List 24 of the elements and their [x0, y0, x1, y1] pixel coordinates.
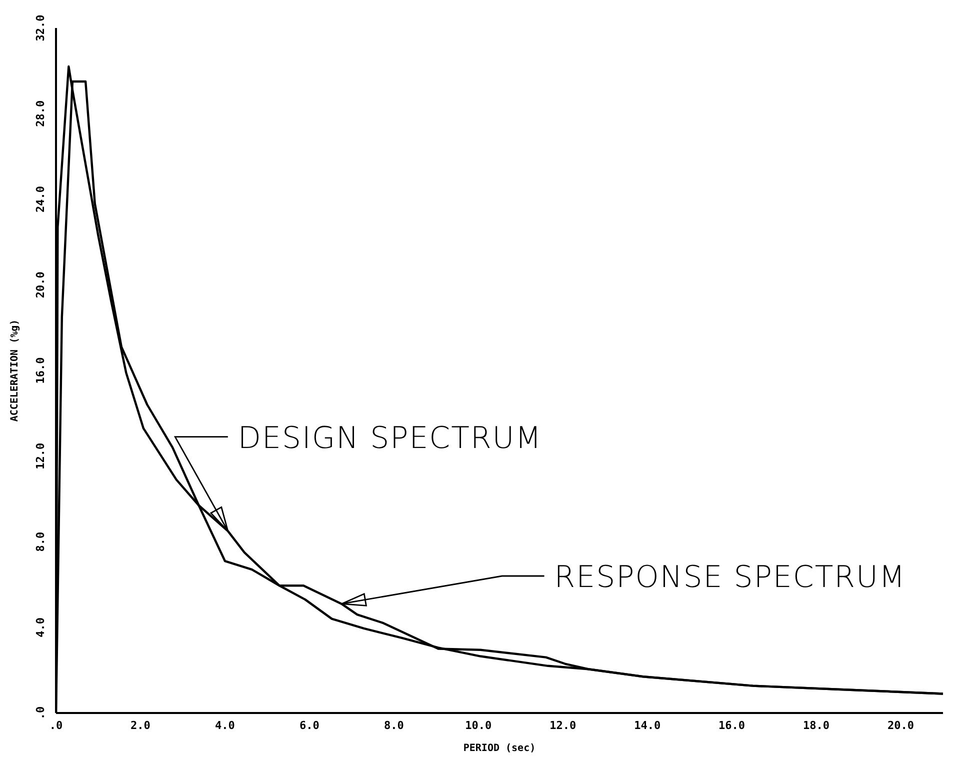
annotation: RESPONSE SPECTRUM	[554, 560, 906, 595]
y-tick-label: 24.0	[34, 186, 47, 212]
y-tick-label: 4.0	[34, 617, 47, 638]
x-tick-label: 8.0	[384, 718, 404, 732]
annotation: DESIGN SPECTRUM	[238, 420, 542, 456]
x-tick-label: 12.0	[550, 718, 576, 732]
y-tick-label: 28.0	[34, 100, 47, 127]
x-tick-label: 2.0	[130, 718, 150, 732]
x-tick-label: 14.0	[634, 718, 661, 732]
y-tick-label: 20.0	[34, 272, 47, 298]
x-tick-label: 18.0	[803, 718, 830, 732]
x-tick-label: 20.0	[888, 718, 914, 732]
y-axis-title: ACCELERATION (%g)	[10, 319, 21, 422]
y-tick-label: 12.0	[34, 442, 47, 470]
x-axis-title: PERIOD (sec)	[463, 743, 536, 754]
y-tick-label: 32.0	[34, 14, 47, 42]
y-tick-label: 16.0	[34, 357, 47, 384]
x-tick-label: 16.0	[718, 718, 746, 732]
y-tick-label: .0	[34, 706, 47, 720]
x-tick-label: .0	[49, 718, 63, 732]
x-tick-label: 10.0	[465, 718, 492, 732]
x-tick-label: 6.0	[299, 718, 320, 732]
x-tick-label: 4.0	[215, 718, 235, 732]
y-tick-label: 8.0	[34, 532, 47, 552]
